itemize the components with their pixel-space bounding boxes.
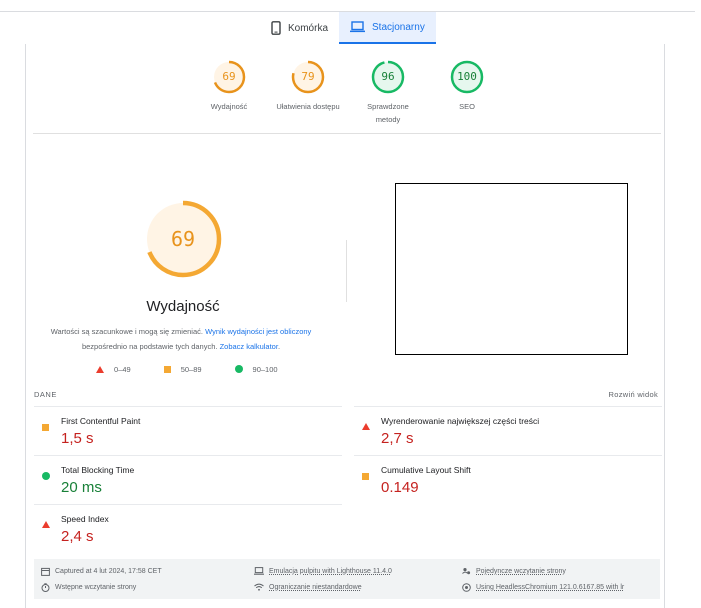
- gauge-ring: 69: [212, 60, 246, 94]
- laptop-icon: [350, 21, 366, 33]
- square-icon: [163, 365, 171, 373]
- legend-item-fail: 0–49: [96, 365, 131, 374]
- note-text: bezpośrednio na podstawie tych danych.: [81, 342, 220, 351]
- chrome-icon: [462, 583, 471, 592]
- score-label-line: Sprawdzone: [367, 102, 409, 111]
- metrics-title: DANE: [34, 390, 57, 399]
- metric-value: 0.149: [381, 479, 419, 496]
- circle-icon: [234, 365, 243, 373]
- single-load-item: Pojedyncze wczytanie strony: [462, 567, 566, 576]
- metric-name: First Contentful Paint: [61, 416, 141, 426]
- timer-icon: [41, 583, 50, 592]
- emulation-text[interactable]: Emulacja pulpitu with Lighthouse 11.4.0: [269, 567, 392, 575]
- browser-text[interactable]: Using HeadlessChromium 121.0.6167.85 wit…: [476, 584, 625, 591]
- score-value: 96: [381, 70, 395, 83]
- gauge-ring: 100: [450, 60, 484, 94]
- performance-gauge: 69: [143, 199, 223, 279]
- top-divider: [0, 11, 695, 12]
- metric-value: 2,4 s: [61, 528, 94, 545]
- score-label: SEO: [459, 102, 475, 111]
- score-label: Ułatwienia dostępu: [276, 102, 340, 111]
- performance-title: Wydajność: [146, 298, 220, 315]
- section-divider: [33, 133, 661, 134]
- score-accessibility[interactable]: 79 Ułatwienia dostępu: [268, 60, 348, 113]
- legend-range: 50–89: [180, 364, 202, 374]
- note-text: .: [277, 342, 281, 351]
- metric-cls: Cumulative Layout Shift 0.149: [354, 455, 662, 504]
- single-load-text[interactable]: Pojedyncze wczytanie strony: [476, 568, 566, 575]
- metrics-header: DANE Rozwiń widok: [34, 390, 658, 399]
- score-performance[interactable]: 69 Wydajność: [189, 60, 269, 113]
- circle-icon: [42, 467, 50, 485]
- score-legend: 0–49 50–89 90–100: [96, 363, 316, 375]
- metric-name: Speed Index: [61, 514, 109, 524]
- vertical-divider: [346, 240, 347, 302]
- score-best-practices[interactable]: 96 Sprawdzone metody: [348, 60, 428, 126]
- tab-desktop-label: Stacjonarny: [372, 21, 425, 33]
- score-label-line: metody: [375, 115, 401, 124]
- metric-fcp: First Contentful Paint 1,5 s: [34, 406, 342, 455]
- triangle-icon: [42, 515, 50, 533]
- tab-mobile-label: Komórka: [288, 22, 329, 34]
- calculator-link[interactable]: Zobacz kalkulator: [219, 342, 278, 351]
- metric-lcp: Wyrenderowanie największej części treści…: [354, 406, 662, 455]
- runtime-settings: Captured at 4 lut 2024, 17:58 CET Wstępn…: [34, 559, 660, 599]
- square-icon: [362, 467, 369, 485]
- gauge-ring: 79: [291, 60, 325, 94]
- score-label: Sprawdzone metody: [348, 100, 428, 126]
- captured-item: Captured at 4 lut 2024, 17:58 CET: [41, 567, 162, 576]
- category-scores: 69 Wydajność 79 Ułatwienia dostępu 96: [26, 60, 666, 130]
- score-value: 79: [301, 70, 315, 83]
- legend-item-pass: 90–100: [234, 364, 278, 374]
- square-icon: [42, 418, 49, 436]
- note-text: Wartości są szacunkowe i mogą się zmieni…: [50, 327, 206, 336]
- performance-score: 69: [170, 227, 196, 251]
- metric-speed-index: Speed Index 2,4 s: [34, 504, 342, 553]
- tab-mobile[interactable]: Komórka: [260, 12, 339, 44]
- tab-desktop[interactable]: Stacjonarny: [339, 12, 436, 44]
- gauge-ring: 96: [371, 60, 405, 94]
- metric-name: Wyrenderowanie największej części treści: [381, 416, 540, 426]
- triangle-icon: [96, 365, 104, 373]
- metric-value: 2,7 s: [381, 430, 414, 447]
- throttling-text[interactable]: Ograniczanie niestandardowe: [269, 583, 362, 591]
- laptop-icon: [254, 567, 264, 575]
- device-tabs: Komórka Stacjonarny: [260, 12, 436, 44]
- page-screenshot: [395, 183, 628, 355]
- metric-value: 1,5 s: [61, 430, 94, 447]
- legend-range: 0–49: [114, 364, 131, 374]
- initial-load-text: Wstępne wczytanie strony: [55, 584, 137, 591]
- triangle-icon: [362, 417, 370, 435]
- score-seo[interactable]: 100 SEO: [427, 60, 507, 113]
- legend-item-average: 50–89: [163, 364, 202, 374]
- metric-name: Cumulative Layout Shift: [381, 465, 471, 475]
- metric-name: Total Blocking Time: [61, 465, 135, 475]
- throttling-item: Ograniczanie niestandardowe: [254, 583, 362, 591]
- captured-text: Captured at 4 lut 2024, 17:58 CET: [55, 568, 162, 575]
- emulation-item: Emulacja pulpitu with Lighthouse 11.4.0: [254, 567, 392, 575]
- browser-item: Using HeadlessChromium 121.0.6167.85 wit…: [462, 583, 624, 592]
- wifi-icon: [254, 583, 264, 591]
- calendar-icon: [41, 567, 50, 576]
- smartphone-icon: [271, 21, 281, 35]
- score-calculation-link[interactable]: Wynik wydajności jest obliczony: [205, 327, 312, 336]
- report-panel: 69 Wydajność 79 Ułatwienia dostępu 96: [25, 44, 665, 608]
- metric-value: 20 ms: [61, 479, 102, 496]
- performance-note: Wartości są szacunkowe i mogą się zmieni…: [50, 324, 312, 354]
- score-value: 100: [457, 70, 477, 83]
- score-label: Wydajność: [210, 102, 248, 111]
- metric-tbt: Total Blocking Time 20 ms: [34, 455, 342, 504]
- expand-view-button[interactable]: Rozwiń widok: [608, 390, 658, 399]
- initial-load-item: Wstępne wczytanie strony: [41, 583, 136, 592]
- people-icon: [462, 567, 471, 576]
- legend-range: 90–100: [252, 364, 278, 374]
- score-value: 69: [222, 70, 236, 83]
